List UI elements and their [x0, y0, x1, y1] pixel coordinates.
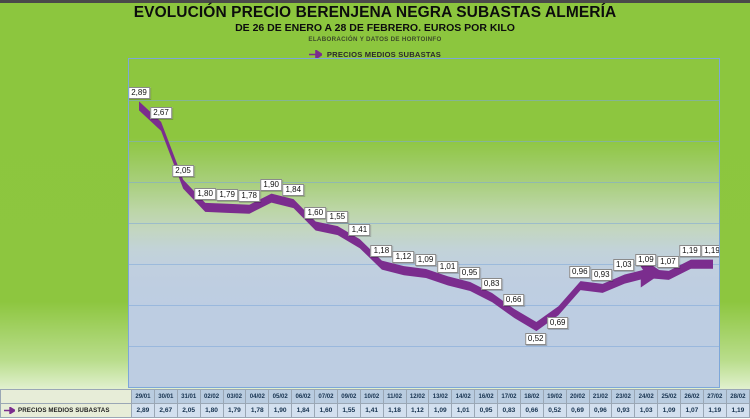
table-cell-date: 05/02 — [269, 390, 292, 404]
data-point-label: 0,66 — [503, 294, 525, 306]
table-cell-value: 0,66 — [520, 404, 543, 418]
table-cell-date: 24/02 — [635, 390, 658, 404]
data-point-label: 2,67 — [150, 107, 172, 119]
table-cell-date: 16/02 — [475, 390, 498, 404]
credit-line: ELABORACIÓN Y DATOS DE HORTOINFO — [0, 36, 750, 44]
data-point-label: 1,12 — [393, 251, 415, 263]
data-point-label: 1,90 — [260, 179, 282, 191]
table-cell-date: 29/01 — [132, 390, 155, 404]
table-cell-date: 03/02 — [223, 390, 246, 404]
table-cell-date: 20/02 — [566, 390, 589, 404]
data-point-label: 1,60 — [305, 207, 327, 219]
table-cell-value: 1,09 — [429, 404, 452, 418]
table-cell-date: 11/02 — [383, 390, 406, 404]
table-row-values: PRECIOS MEDIOS SUBASTAS2,892,672,051,801… — [1, 404, 750, 418]
table-row-header-label: PRECIOS MEDIOS SUBASTAS — [18, 407, 110, 414]
data-point-label: 1,80 — [194, 188, 216, 200]
table-cell-value: 0,95 — [475, 404, 498, 418]
table-cell-date: 31/01 — [177, 390, 200, 404]
table-cell-value: 0,69 — [566, 404, 589, 418]
data-point-label: 1,03 — [613, 259, 635, 271]
table-cell-date: 13/02 — [429, 390, 452, 404]
data-point-label: 1,78 — [238, 190, 260, 202]
data-point-label: 1,09 — [635, 254, 657, 266]
table-cell-date: 14/02 — [452, 390, 475, 404]
table-cell-value: 1,19 — [726, 404, 749, 418]
table-cell-date: 17/02 — [498, 390, 521, 404]
table-cell-value: 1,19 — [703, 404, 726, 418]
table-cell-value: 2,67 — [154, 404, 177, 418]
data-point-label: 1,07 — [657, 256, 679, 268]
legend-marker-icon — [4, 407, 15, 414]
title-block: EVOLUCIÓN PRECIO BERENJENA NEGRA SUBASTA… — [0, 4, 750, 44]
table-cell-date: 26/02 — [681, 390, 704, 404]
page-title: EVOLUCIÓN PRECIO BERENJENA NEGRA SUBASTA… — [0, 4, 750, 21]
table-cell-value: 1,84 — [292, 404, 315, 418]
table-cell-value: 2,89 — [132, 404, 155, 418]
table-cell-value: 0,93 — [612, 404, 635, 418]
table-cell-date: 27/02 — [703, 390, 726, 404]
table-cell-value: 1,60 — [315, 404, 338, 418]
table-cell-value: 1,03 — [635, 404, 658, 418]
chart-screenshot: EVOLUCIÓN PRECIO BERENJENA NEGRA SUBASTA… — [0, 0, 750, 419]
table-cell-value: 0,83 — [498, 404, 521, 418]
table-cell-value: 1,90 — [269, 404, 292, 418]
data-point-label: 1,79 — [216, 189, 238, 201]
data-point-label: 1,19 — [701, 245, 720, 257]
table-cell-date: 06/02 — [292, 390, 315, 404]
data-table: 29/0130/0131/0102/0203/0204/0205/0206/02… — [0, 389, 750, 418]
table-cell-value: 0,52 — [543, 404, 566, 418]
table-cell-value: 1,01 — [452, 404, 475, 418]
table-cell-date: 07/02 — [315, 390, 338, 404]
data-point-label: 1,41 — [349, 224, 371, 236]
data-point-label: 1,18 — [371, 245, 393, 257]
data-point-label: 1,55 — [327, 211, 349, 223]
table-cell-value: 1,09 — [658, 404, 681, 418]
table-cell-date: 19/02 — [543, 390, 566, 404]
table-header-blank — [1, 390, 132, 404]
table-cell-date: 25/02 — [658, 390, 681, 404]
data-point-label: 1,84 — [282, 184, 304, 196]
table-cell-value: 1,18 — [383, 404, 406, 418]
data-point-label: 2,05 — [172, 165, 194, 177]
top-strip — [0, 0, 750, 3]
data-point-label: 0,93 — [591, 269, 613, 281]
plot-area: 2,892,67 2,051,801,791,781,901,841,601,55… — [128, 58, 720, 388]
table-cell-date: 21/02 — [589, 390, 612, 404]
table-cell-value: 1,78 — [246, 404, 269, 418]
table-cell-value: 1,55 — [337, 404, 360, 418]
price-trend-band — [129, 59, 719, 387]
data-point-label: 1,09 — [415, 254, 437, 266]
page-subtitle: DE 26 DE ENERO A 28 DE FEBRERO. EUROS PO… — [0, 22, 750, 34]
table-cell-value: 1,80 — [200, 404, 223, 418]
table-cell-value: 2,05 — [177, 404, 200, 418]
table-cell-date: 18/02 — [520, 390, 543, 404]
table-cell-value: 1,41 — [360, 404, 383, 418]
data-point-label: 0,95 — [459, 267, 481, 279]
data-point-label: 1,01 — [437, 261, 459, 273]
data-point-label: 1,19 — [679, 245, 701, 257]
table-cell-date: 04/02 — [246, 390, 269, 404]
data-point-label: 0,52 — [525, 333, 547, 345]
table-cell-date: 28/02 — [726, 390, 749, 404]
table-row-dates: 29/0130/0131/0102/0203/0204/0205/0206/02… — [1, 390, 750, 404]
table-cell-date: 10/02 — [360, 390, 383, 404]
table-cell-value: 1,12 — [406, 404, 429, 418]
table-cell-date: 12/02 — [406, 390, 429, 404]
table-cell-value: 0,96 — [589, 404, 612, 418]
table-cell-date: 30/01 — [154, 390, 177, 404]
table-cell-date: 02/02 — [200, 390, 223, 404]
data-point-label: 0,96 — [569, 266, 591, 278]
table-cell-value: 1,07 — [681, 404, 704, 418]
table-cell-value: 1,79 — [223, 404, 246, 418]
data-point-label: 0,83 — [481, 278, 503, 290]
table-cell-date: 09/02 — [337, 390, 360, 404]
table-cell-date: 23/02 — [612, 390, 635, 404]
table-row-header: PRECIOS MEDIOS SUBASTAS — [1, 404, 132, 418]
data-point-label: 2,89 — [128, 87, 150, 99]
data-point-label: 0,69 — [547, 317, 569, 329]
